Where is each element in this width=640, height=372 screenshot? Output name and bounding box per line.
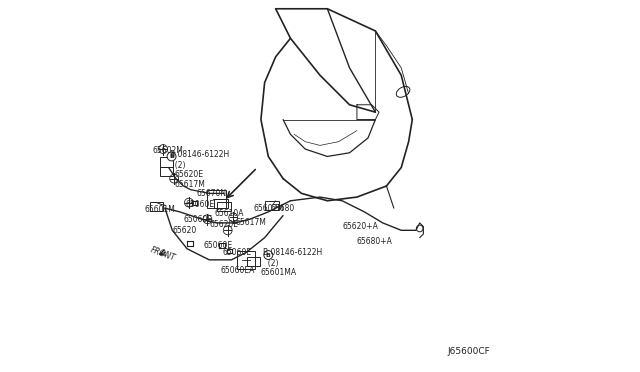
Text: 65060EA: 65060EA (220, 266, 255, 275)
Text: 65617M: 65617M (235, 218, 266, 227)
Text: 65617M: 65617M (174, 180, 205, 189)
Bar (214, 199, 228, 208)
Text: 65620: 65620 (172, 226, 196, 235)
Text: J65600CF: J65600CF (447, 347, 490, 356)
Text: 65610A: 65610A (215, 209, 244, 218)
Text: 65060E: 65060E (184, 215, 212, 224)
Text: B 08146-6122H
  (2): B 08146-6122H (2) (263, 248, 322, 268)
Text: 65060E: 65060E (222, 248, 252, 257)
Text: 65620+A: 65620+A (342, 222, 378, 231)
Bar (247, 257, 260, 266)
Text: 65602M: 65602M (253, 203, 284, 213)
Text: 65601MA: 65601MA (261, 268, 297, 277)
Text: 65060E: 65060E (185, 200, 214, 209)
Text: 65680: 65680 (270, 203, 294, 213)
Text: 65602M: 65602M (152, 147, 183, 155)
Bar (160, 157, 173, 167)
Circle shape (167, 152, 176, 161)
Text: 65620E: 65620E (174, 170, 203, 179)
Text: 65670N: 65670N (196, 189, 227, 198)
Bar (218, 202, 230, 211)
Text: 65601M: 65601M (145, 205, 175, 215)
Text: B: B (169, 154, 174, 159)
Text: 65680+A: 65680+A (357, 237, 393, 246)
Bar (150, 202, 163, 211)
Text: B 08146-6122H
  (2): B 08146-6122H (2) (170, 150, 230, 170)
Circle shape (264, 251, 273, 260)
Bar (237, 251, 255, 269)
Text: B: B (266, 253, 271, 257)
Text: 65620E: 65620E (209, 220, 238, 229)
Bar (266, 201, 278, 210)
Bar (160, 167, 173, 176)
Bar (207, 190, 226, 208)
Text: 65060E: 65060E (204, 241, 233, 250)
Text: FRONT: FRONT (149, 246, 177, 263)
